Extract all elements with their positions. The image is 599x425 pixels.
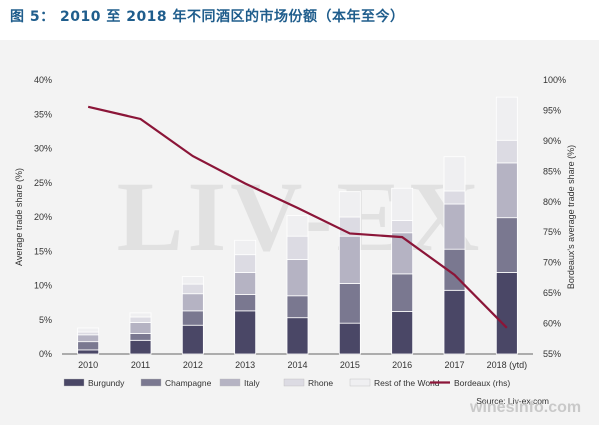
bar-segment-champagne xyxy=(181,310,204,326)
bar-segment-rhone xyxy=(129,316,152,323)
legend-swatch xyxy=(219,378,241,387)
bars xyxy=(77,96,518,355)
bar-segment-rest-of-the-world xyxy=(181,276,204,285)
x-tick-label: 2013 xyxy=(235,360,255,370)
bar-segment-burgundy xyxy=(443,289,466,355)
bar-segment-burgundy xyxy=(129,339,152,355)
legend-swatch xyxy=(349,378,371,387)
legend-swatch xyxy=(283,378,305,387)
bar-segment-burgundy xyxy=(391,311,414,355)
bar-segment-burgundy xyxy=(495,272,518,355)
bar-segment-champagne xyxy=(338,283,361,324)
bar-segment-rhone xyxy=(286,235,309,260)
chart-area: LIV-EX 0%5%10%15%20%25%30%35%40%55%60%65… xyxy=(0,40,599,425)
stacked-bar-line-chart: LIV-EX 0%5%10%15%20%25%30%35%40%55%60%65… xyxy=(14,75,581,416)
y2-tick-label: 65% xyxy=(543,288,561,298)
bar-segment-italy xyxy=(286,259,309,297)
bar-segment-champagne xyxy=(129,333,152,341)
legend-label: Rest of the World xyxy=(374,378,440,388)
y2-tick-label: 100% xyxy=(543,75,566,85)
legend-swatch xyxy=(63,378,85,387)
bar-segment-rhone xyxy=(495,139,518,164)
y2-tick-label: 80% xyxy=(543,197,561,207)
bar-segment-italy xyxy=(181,293,204,312)
source-note: Source: Liv-ex.com xyxy=(476,396,549,406)
y-tick-label: 20% xyxy=(34,212,52,222)
x-tick-label: 2018 (ytd) xyxy=(487,360,528,370)
x-tick-label: 2016 xyxy=(392,360,412,370)
bar-segment-rhone xyxy=(234,254,257,273)
y2-tick-label: 95% xyxy=(543,105,561,115)
bar-segment-italy xyxy=(77,334,100,343)
x-tick-label: 2012 xyxy=(183,360,203,370)
y2-tick-label: 75% xyxy=(543,227,561,237)
y-tick-label: 0% xyxy=(39,349,52,359)
bar-segment-rest-of-the-world xyxy=(77,327,100,333)
x-tick-label: 2011 xyxy=(131,360,150,370)
y2-tick-label: 55% xyxy=(543,349,561,359)
legend-label: Rhone xyxy=(308,378,333,388)
bar-segment-italy xyxy=(338,235,361,284)
site-watermark: winesinfo.com xyxy=(469,399,581,416)
y-tick-label: 30% xyxy=(34,144,52,154)
y-tick-label: 10% xyxy=(34,281,52,291)
bar-segment-rest-of-the-world xyxy=(391,187,414,221)
x-tick-label: 2017 xyxy=(444,360,464,370)
legend: Burgundy Champagne Italy Rhone Rest of the W… xyxy=(63,378,510,388)
y2-tick-label: 85% xyxy=(543,166,561,176)
bar-segment-champagne xyxy=(234,294,257,312)
bar-segment-italy xyxy=(495,162,518,219)
bar-segment-rest-of-the-world xyxy=(286,215,309,237)
y2-axis-label: Bordeaux's average trade share (%) xyxy=(566,145,576,289)
bar-segment-champagne xyxy=(391,273,414,312)
x-tick-label: 2010 xyxy=(78,360,98,370)
axes: 0% 5% 10% 15% 20% 25% 30% 35% 40% 55% 60% 65% 70% 75%… xyxy=(34,75,566,370)
y2-tick-label: 90% xyxy=(543,136,561,146)
figure-title: 图 5： 2010 至 2018 年不同酒区的市场份额（本年至今） xyxy=(10,9,405,25)
bar-segment-champagne xyxy=(286,295,309,319)
bar-segment-rhone xyxy=(443,190,466,205)
legend-label: Champagne xyxy=(165,378,212,388)
bordeaux-line xyxy=(87,105,508,329)
legend-label: Bordeaux (rhs) xyxy=(454,378,510,388)
bar-segment-italy xyxy=(234,272,257,295)
bar-segment-burgundy xyxy=(181,324,204,355)
bar-segment-rhone xyxy=(391,220,414,234)
bar-segment-italy xyxy=(391,232,414,275)
y-tick-label: 40% xyxy=(34,75,52,85)
y-axis-label: Average trade share (%) xyxy=(14,168,24,266)
y-tick-label: 35% xyxy=(34,109,52,119)
bar-segment-italy xyxy=(443,203,466,250)
y-tick-label: 5% xyxy=(39,315,52,325)
bar-segment-rhone xyxy=(181,283,204,295)
bar-segment-champagne xyxy=(77,341,100,351)
y-tick-label: 15% xyxy=(34,246,52,256)
bar-segment-burgundy xyxy=(286,317,309,355)
bar-segment-burgundy xyxy=(77,349,100,355)
bar-segment-burgundy xyxy=(234,310,257,355)
legend-swatch xyxy=(140,378,162,387)
x-tick-label: 2015 xyxy=(340,360,360,370)
bar-segment-rest-of-the-world xyxy=(234,239,257,256)
legend-label: Burgundy xyxy=(88,378,125,388)
legend-label: Italy xyxy=(244,378,260,388)
bar-segment-rest-of-the-world xyxy=(129,312,152,318)
y2-tick-label: 60% xyxy=(543,319,561,329)
bar-segment-rest-of-the-world xyxy=(495,96,518,141)
y2-tick-label: 70% xyxy=(543,258,561,268)
bar-segment-champagne xyxy=(495,217,518,273)
bar-segment-rest-of-the-world xyxy=(338,191,361,218)
y-tick-label: 25% xyxy=(34,178,52,188)
x-tick-label: 2014 xyxy=(287,360,307,370)
bar-segment-italy xyxy=(129,322,152,334)
bar-segment-rhone xyxy=(77,331,100,336)
bar-segment-rest-of-the-world xyxy=(443,156,466,192)
bar-segment-burgundy xyxy=(338,322,361,355)
